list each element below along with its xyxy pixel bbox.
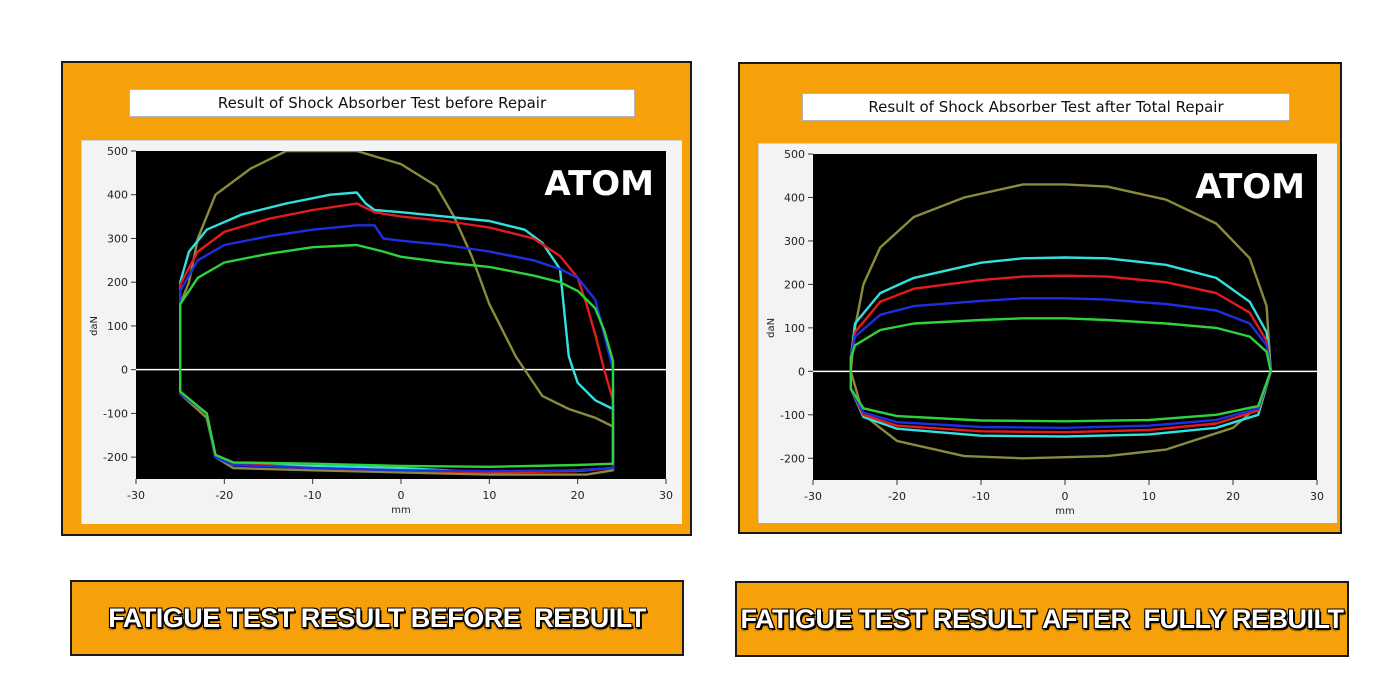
chart-panel-after: Result of Shock Absorber Test after Tota… <box>738 62 1342 534</box>
series-line-olive <box>849 183 1272 460</box>
caption-after: FATIGUE TEST RESULT AFTER FULLY REBUILT <box>735 581 1349 657</box>
caption-before: FATIGUE TEST RESULT BEFORE REBUILT <box>70 580 684 656</box>
y-tick-label: 0 <box>798 365 805 378</box>
x-tick-label: -20 <box>215 489 233 502</box>
plot-frame-before: 500 400 300 200 100 0 -100 -200 -30 -20 -10 0 10 20 30… <box>81 140 682 524</box>
y-tick-label: -200 <box>103 451 128 464</box>
x-tick-label: 20 <box>571 489 585 502</box>
y-tick-label: 300 <box>784 235 805 248</box>
x-tick-label: 30 <box>1310 490 1324 503</box>
x-tick-label: 10 <box>1142 490 1156 503</box>
series-line-olive <box>179 151 615 476</box>
series-line-green <box>849 317 1272 423</box>
series-line-red <box>849 274 1272 434</box>
series-line-cyan <box>179 191 615 474</box>
y-axis-label: daN <box>766 318 777 338</box>
x-tick-label: 0 <box>1062 490 1069 503</box>
x-tick-label: -30 <box>127 489 145 502</box>
y-tick-label: 200 <box>107 276 128 289</box>
x-tick-label: -10 <box>972 490 990 503</box>
x-tick-label: 0 <box>398 489 405 502</box>
series-line-blue <box>179 224 615 473</box>
plot-frame-after: 500 400 300 200 100 0 -100 -200 -30 -20 -10 0 10 20 30… <box>758 143 1337 523</box>
y-tick-label: 500 <box>784 148 805 161</box>
atom-logo: ATOM <box>1195 167 1305 207</box>
y-tick-label: 400 <box>107 189 128 202</box>
x-tick-label: 10 <box>482 489 496 502</box>
y-tick-label: 0 <box>121 364 128 377</box>
y-tick-label: 300 <box>107 232 128 245</box>
x-tick-label: -30 <box>804 490 822 503</box>
chart-panel-before: Result of Shock Absorber Test before Rep… <box>61 61 692 536</box>
series-line-green <box>179 243 615 468</box>
y-tick-label: 100 <box>784 322 805 335</box>
x-tick-label: 20 <box>1226 490 1240 503</box>
plot-area <box>136 151 666 479</box>
x-axis-label: mm <box>391 505 410 516</box>
x-tick-label: 30 <box>659 489 673 502</box>
y-tick-label: -100 <box>780 409 805 422</box>
series-line-cyan <box>849 256 1272 438</box>
atom-logo: ATOM <box>544 164 654 204</box>
y-tick-label: -200 <box>780 452 805 465</box>
x-tick-label: -20 <box>888 490 906 503</box>
chart-title-after: Result of Shock Absorber Test after Tota… <box>802 93 1290 121</box>
y-tick-label: -100 <box>103 407 128 420</box>
y-axis-label: daN <box>89 316 100 336</box>
x-axis-label: mm <box>1055 506 1074 517</box>
y-tick-label: 100 <box>107 320 128 333</box>
chart-title-before: Result of Shock Absorber Test before Rep… <box>129 89 635 117</box>
x-tick-label: -10 <box>304 489 322 502</box>
y-tick-label: 400 <box>784 191 805 204</box>
y-tick-label: 500 <box>107 145 128 158</box>
series-line-blue <box>849 297 1272 429</box>
y-tick-label: 200 <box>784 278 805 291</box>
